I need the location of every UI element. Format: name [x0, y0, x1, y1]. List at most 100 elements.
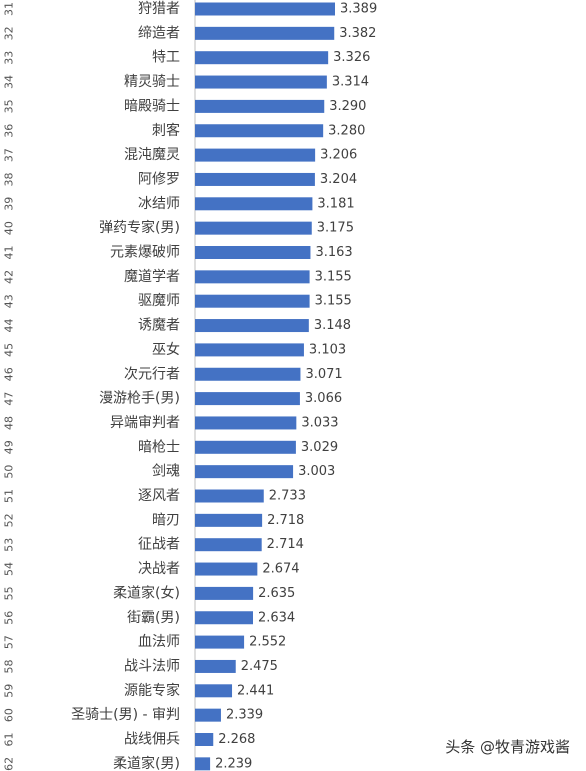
bar — [195, 172, 315, 186]
data-label: 2.339 — [226, 708, 263, 723]
bar — [195, 148, 316, 162]
category-label: 冰结师 — [138, 196, 180, 212]
bar — [195, 465, 294, 479]
category-label: 暗殿骑士 — [124, 98, 180, 114]
data-label: 3.181 — [317, 196, 354, 211]
rank-label: 43 — [3, 294, 16, 308]
category-label: 暗枪士 — [138, 438, 180, 455]
data-label: 2.714 — [267, 537, 304, 552]
rank-label: 51 — [3, 489, 16, 503]
rank-label: 50 — [3, 465, 16, 479]
category-label: 血法师 — [138, 634, 180, 650]
data-label: 2.552 — [249, 635, 286, 650]
category-label: 缔造者 — [138, 24, 180, 41]
bar — [195, 197, 313, 211]
category-label: 驱魔师 — [138, 293, 180, 309]
category-label: 决战者 — [138, 561, 180, 577]
category-label: 狩猎者 — [138, 1, 180, 17]
rank-label: 49 — [3, 440, 16, 454]
bar — [195, 221, 312, 235]
category-label: 阿修罗 — [138, 171, 180, 187]
rank-label: 38 — [3, 172, 16, 186]
data-label: 2.674 — [262, 562, 299, 577]
category-label: 次元行者 — [124, 366, 180, 382]
rank-label: 47 — [3, 392, 16, 406]
data-label: 3.314 — [332, 75, 369, 90]
data-label: 2.733 — [269, 489, 306, 504]
bar — [195, 562, 258, 576]
bar — [195, 392, 300, 406]
bar — [195, 246, 311, 259]
rank-label: 62 — [3, 757, 16, 771]
rank-label: 41 — [3, 246, 16, 260]
rank-label: 58 — [3, 659, 16, 673]
rank-label: 35 — [3, 99, 16, 113]
category-label: 圣骑士(男) - 审判 — [71, 707, 180, 723]
bar — [195, 319, 309, 333]
bar — [195, 367, 301, 381]
data-label: 3.155 — [315, 269, 352, 284]
rank-label: 34 — [3, 75, 16, 89]
bar — [195, 684, 233, 698]
category-label: 战线佣兵 — [124, 732, 180, 748]
bar — [195, 489, 264, 503]
rank-label: 40 — [3, 221, 16, 235]
category-label: 异端审判者 — [110, 415, 180, 431]
category-label: 战斗法师 — [124, 658, 180, 674]
category-label: 逐风者 — [138, 488, 180, 504]
rank-label: 55 — [3, 586, 16, 600]
data-label: 2.718 — [267, 513, 304, 528]
rank-label: 57 — [3, 635, 16, 649]
data-label: 3.033 — [301, 415, 338, 430]
bar — [195, 586, 254, 600]
category-label: 魔道学者 — [124, 269, 180, 285]
rank-label: 53 — [3, 538, 16, 552]
data-label: 3.155 — [315, 294, 352, 309]
category-label: 柔道家(女) — [113, 584, 180, 601]
bar — [195, 270, 310, 284]
rank-label: 48 — [3, 416, 16, 430]
bar — [195, 733, 214, 746]
bar — [195, 611, 253, 625]
rank-label: 60 — [3, 708, 16, 722]
bar — [195, 51, 329, 65]
category-label: 漫游枪手(男) — [99, 390, 180, 407]
category-label: 柔道家(男) — [113, 755, 180, 771]
rank-label: 42 — [3, 270, 16, 284]
rank-label: 44 — [3, 319, 16, 333]
bar — [195, 2, 335, 16]
bar — [195, 757, 211, 771]
rank-label: 46 — [3, 367, 16, 381]
category-label: 诱魔者 — [138, 318, 180, 334]
category-label: 暗刃 — [152, 512, 180, 528]
rank-label: 37 — [3, 148, 16, 162]
data-label: 2.239 — [215, 756, 252, 771]
data-label: 2.634 — [258, 610, 295, 625]
bar — [195, 635, 245, 649]
data-label: 2.635 — [258, 586, 295, 601]
rank-label: 33 — [3, 51, 16, 65]
category-label: 弹药专家(男) — [99, 219, 180, 236]
data-label: 3.206 — [320, 148, 357, 163]
data-label: 3.066 — [305, 391, 342, 406]
category-label: 元素爆破师 — [110, 245, 180, 261]
rank-label: 45 — [3, 343, 16, 357]
rank-label: 54 — [3, 562, 16, 576]
data-label: 3.382 — [339, 26, 376, 41]
bar — [195, 538, 262, 552]
bar — [195, 294, 310, 308]
rank-label: 31 — [3, 2, 16, 16]
rank-label: 56 — [3, 611, 16, 625]
bar — [195, 708, 221, 722]
data-label: 3.389 — [340, 2, 377, 17]
bar — [195, 343, 304, 357]
rank-label: 32 — [3, 26, 16, 40]
data-label: 3.326 — [333, 50, 370, 65]
data-label: 3.103 — [309, 342, 346, 357]
data-label: 3.280 — [328, 123, 365, 138]
data-label: 3.071 — [305, 367, 342, 382]
data-label: 3.029 — [301, 440, 338, 455]
bar — [195, 99, 325, 113]
